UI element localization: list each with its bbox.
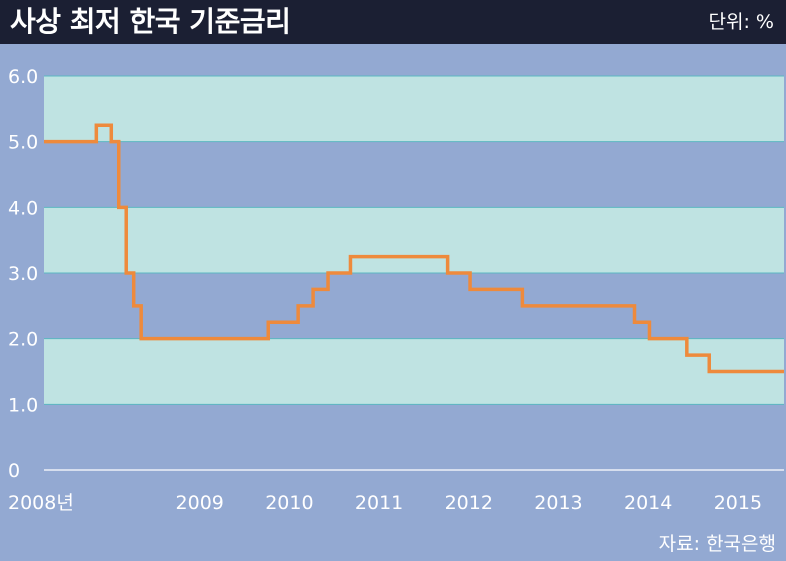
chart-band-1 bbox=[44, 207, 784, 273]
chart-band-2 bbox=[44, 338, 784, 405]
rate-line bbox=[44, 123, 784, 374]
y-tick-label: 4.0 bbox=[8, 197, 38, 219]
unit-label: 단위: % bbox=[708, 11, 774, 33]
x-tick-label: 2009 bbox=[176, 492, 224, 514]
x-tick-label: 2011 bbox=[355, 492, 403, 514]
page-title: 사상 최저 한국 기준금리 bbox=[10, 5, 291, 38]
x-tick-label: 2015 bbox=[714, 492, 762, 514]
x-tick-label: 2008년 bbox=[8, 492, 74, 514]
x-tick-label: 2010 bbox=[265, 492, 313, 514]
y-tick-label: 5.0 bbox=[8, 132, 38, 154]
y-tick-label: 0 bbox=[8, 460, 20, 482]
header-bar: 사상 최저 한국 기준금리 단위: % bbox=[0, 0, 786, 44]
source-note: 자료: 한국은행 bbox=[658, 533, 776, 555]
y-tick-label: 2.0 bbox=[8, 329, 38, 351]
x-tick-label: 2014 bbox=[624, 492, 672, 514]
chart-band-0 bbox=[44, 76, 784, 142]
y-tick-label: 1.0 bbox=[8, 394, 38, 416]
y-tick-label: 3.0 bbox=[8, 263, 38, 285]
x-tick-label: 2013 bbox=[534, 492, 582, 514]
x-tick-label: 2012 bbox=[445, 492, 493, 514]
y-tick-label: 6.0 bbox=[8, 66, 38, 88]
